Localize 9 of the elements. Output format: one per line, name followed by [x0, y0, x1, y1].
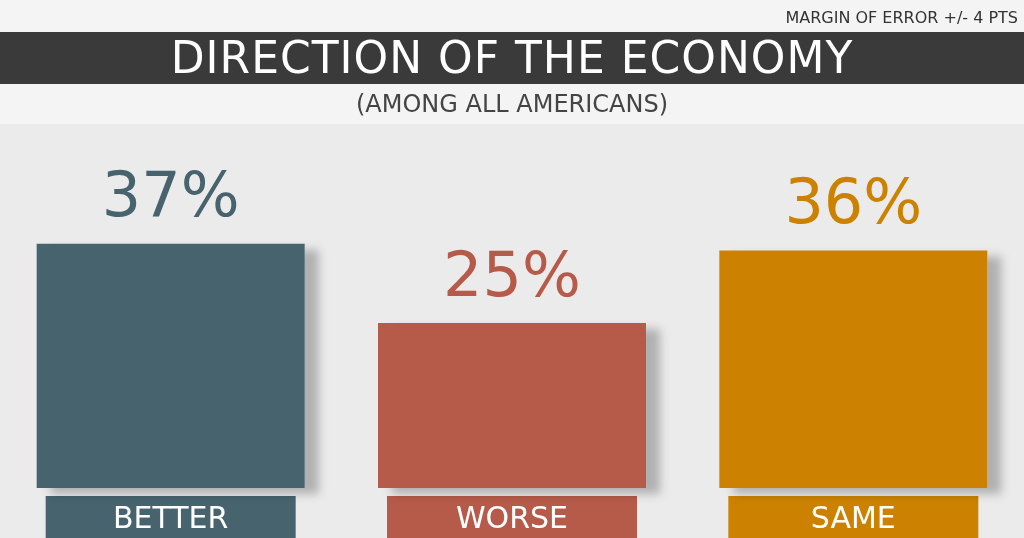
- text: MARGIN OF ERROR +/- 4 PTS: [785, 8, 1018, 27]
- data-label: 25%: [443, 237, 581, 311]
- x-tick-label: BETTER: [112, 499, 229, 535]
- x-tick-label: SAME: [810, 499, 896, 535]
- x-tick-label: WORSE: [455, 499, 569, 535]
- data-label: 36%: [784, 164, 923, 238]
- data-label: 37%: [101, 158, 240, 232]
- chart-subtitle: (AMONG ALL AMERICANS): [0, 84, 1024, 124]
- chart-title: DIRECTION OF THE ECONOMY: [0, 32, 1024, 84]
